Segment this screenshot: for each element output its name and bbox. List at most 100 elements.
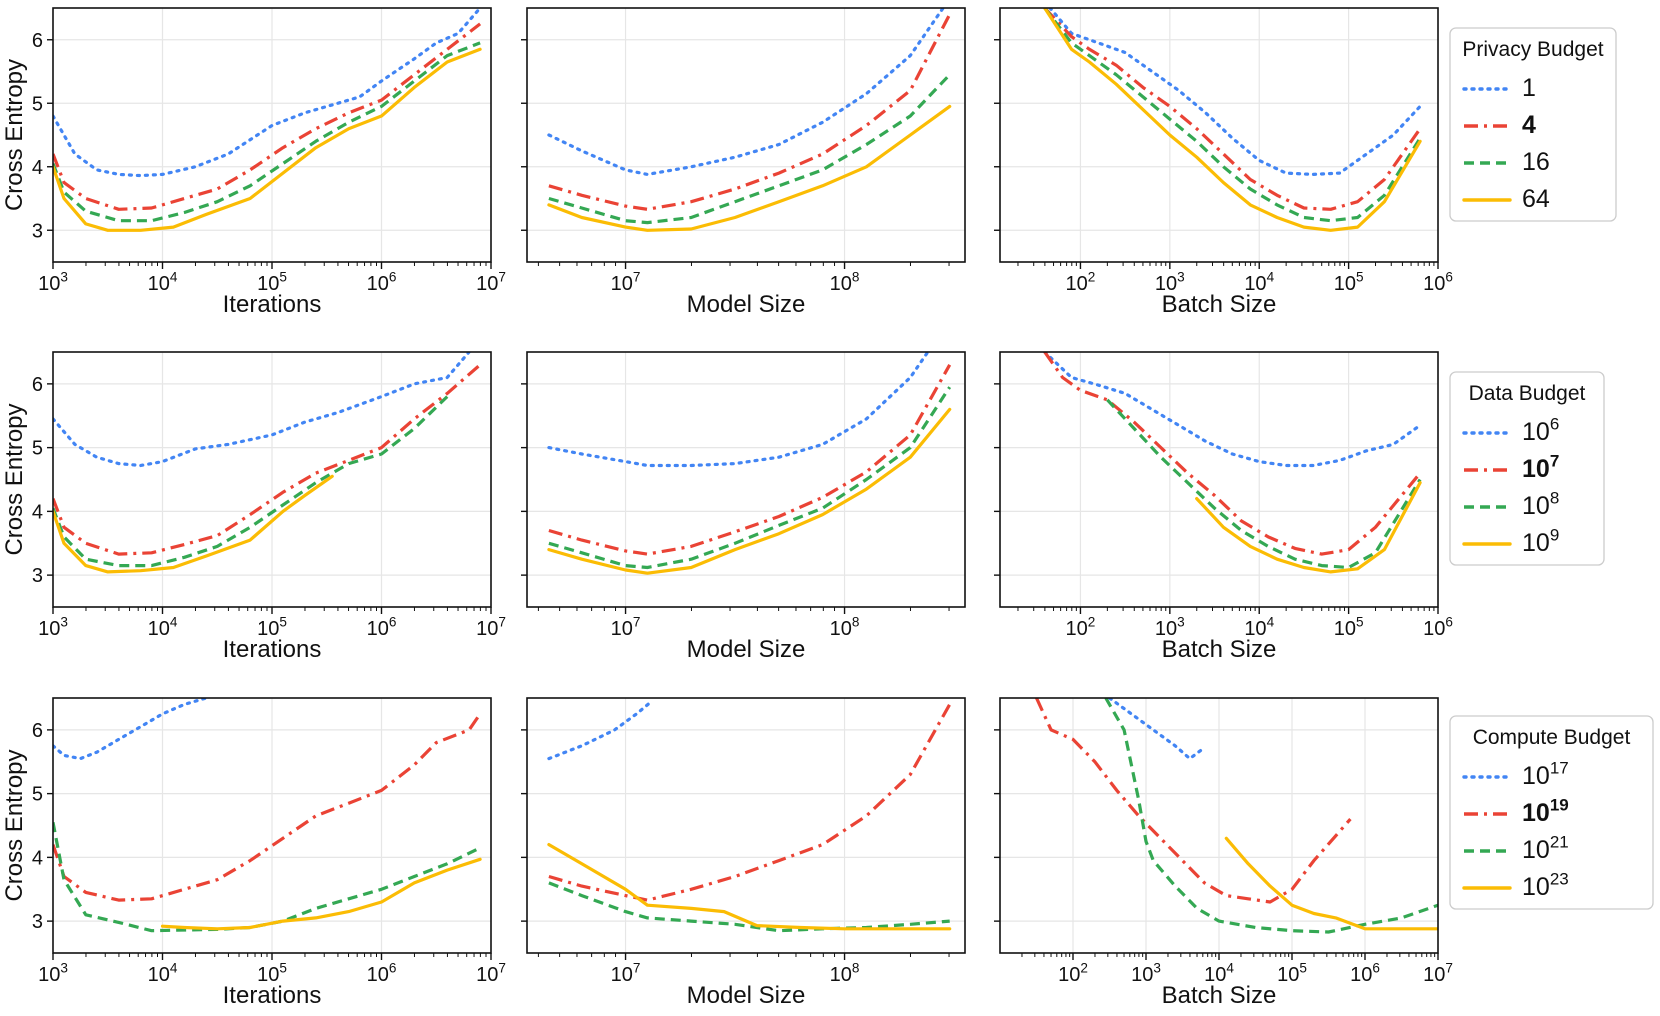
series-line-3 — [547, 842, 952, 931]
x-tick-label: 107 — [611, 615, 641, 640]
y-axis-label: Cross Entropy — [1, 749, 28, 901]
y-tick-label: 4 — [32, 501, 43, 523]
x-axis-label: Model Size — [687, 982, 806, 1009]
series-line-2 — [548, 881, 950, 933]
subplot-r2-c0: 103 104 105 106 107 3 4 5 6 Iterations Cross Entro… — [1, 697, 506, 1009]
x-tick-label: 105 — [1277, 961, 1307, 986]
x-tick-label: 106 — [1423, 270, 1453, 295]
series-line-3 — [547, 104, 952, 232]
legend-entry-label: 107 — [1522, 452, 1559, 484]
subplot-r0-c0: 103 104 105 106 107 3 4 5 6 Iterations Cross Entro… — [1, 7, 506, 318]
series-line-1 — [1035, 698, 1352, 904]
y-tick-label: 4 — [32, 157, 43, 179]
x-tick-label: 103 — [38, 615, 68, 640]
x-tick-label: 105 — [1334, 615, 1364, 640]
x-tick-label: 102 — [1066, 270, 1096, 295]
x-axis-label: Iterations — [223, 982, 322, 1009]
x-axis-label: Batch Size — [1162, 982, 1277, 1009]
x-tick-label: 104 — [1244, 270, 1274, 295]
legend-entry-label: 1023 — [1522, 870, 1569, 902]
series-line-0 — [53, 8, 482, 178]
x-tick-label: 105 — [257, 615, 287, 640]
series-line-0 — [53, 352, 471, 468]
series-line-1 — [548, 13, 952, 211]
legend-entry-label: 106 — [1522, 415, 1559, 447]
x-tick-label: 107 — [611, 270, 641, 295]
x-tick-label: 105 — [257, 961, 287, 986]
y-tick-label: 4 — [32, 847, 43, 869]
legend-privacy-budget: Privacy Budget 1 4 16 64 — [1449, 27, 1617, 222]
y-tick-label: 6 — [32, 374, 43, 396]
legend-entry-label: 1 — [1522, 74, 1536, 102]
subplot-r1-c2: 102 103 104 105 106 Batch Size — [994, 351, 1453, 663]
series-line-0 — [547, 8, 945, 176]
axes-frame — [999, 7, 1439, 263]
x-tick-label: 107 — [611, 961, 641, 986]
series-line-2 — [53, 821, 481, 933]
x-axis-label: Batch Size — [1162, 291, 1277, 318]
subplot-r2-c2: 102 103 104 105 106 107 Batch Size — [994, 697, 1453, 1009]
legend-entry-label: 108 — [1522, 489, 1559, 521]
x-tick-label: 104 — [1204, 961, 1234, 986]
y-tick-label: 5 — [32, 784, 43, 806]
x-tick-label: 103 — [1155, 270, 1185, 295]
x-tick-label: 104 — [148, 270, 178, 295]
legend-title: Privacy Budget — [1462, 38, 1603, 61]
series-line-1 — [53, 22, 482, 211]
series-line-3 — [1043, 8, 1422, 232]
legend-box — [1449, 715, 1654, 910]
x-tick-label: 105 — [257, 270, 287, 295]
x-tick-label: 107 — [476, 270, 506, 295]
y-axis-label: Cross Entropy — [1, 59, 28, 211]
legend-entry-label: 1017 — [1522, 759, 1569, 791]
legend-box — [1449, 27, 1617, 222]
y-tick-label: 3 — [32, 911, 43, 933]
y-tick-label: 3 — [32, 565, 43, 587]
subplot-r1-c1: 107 108 Model Size — [521, 351, 966, 663]
x-tick-label: 103 — [1131, 961, 1161, 986]
subplot-r0-c2: 102 103 104 105 106 Batch Size — [994, 7, 1453, 318]
x-tick-label: 104 — [148, 961, 178, 986]
axes-frame — [526, 7, 966, 263]
subplot-r1-c0: 103 104 105 106 107 3 4 5 6 Iterations Cross Entro… — [1, 351, 506, 663]
x-axis-label: Iterations — [223, 291, 322, 318]
x-tick-label: 103 — [1155, 615, 1185, 640]
series-line-0 — [1047, 8, 1422, 176]
series-line-3 — [1224, 836, 1438, 931]
axes-frame — [999, 351, 1439, 608]
x-axis-label: Model Size — [687, 636, 806, 663]
x-axis-label: Iterations — [223, 636, 322, 663]
series-line-0 — [547, 352, 930, 468]
x-tick-label: 106 — [367, 615, 397, 640]
y-axis-label: Cross Entropy — [1, 403, 28, 555]
x-tick-label: 107 — [476, 615, 506, 640]
legend-entry-label: 64 — [1522, 185, 1550, 213]
series-line-2 — [1106, 398, 1422, 570]
series-line-2 — [53, 41, 481, 223]
y-tick-label: 5 — [32, 93, 43, 115]
series-line-2 — [53, 395, 449, 568]
legend-entry-label: 1021 — [1522, 833, 1569, 865]
x-tick-label: 102 — [1066, 615, 1096, 640]
series-line-2 — [548, 73, 951, 225]
y-tick-label: 6 — [32, 30, 43, 52]
series-line-1 — [548, 364, 952, 556]
series-line-3 — [53, 47, 482, 232]
y-tick-label: 3 — [32, 220, 43, 242]
x-tick-label: 106 — [367, 961, 397, 986]
x-tick-label: 107 — [1423, 961, 1453, 986]
series-line-0 — [1107, 698, 1207, 761]
y-tick-label: 5 — [32, 438, 43, 460]
series-line-3 — [547, 407, 952, 575]
series-line-2 — [548, 386, 952, 570]
x-tick-label: 104 — [1244, 615, 1274, 640]
x-tick-label: 106 — [1423, 615, 1453, 640]
axes-frame — [526, 697, 966, 954]
legend-title: Compute Budget — [1473, 726, 1631, 749]
series-line-0 — [53, 698, 208, 761]
legend-entry-label: 1019 — [1522, 796, 1569, 828]
x-tick-label: 105 — [1334, 270, 1364, 295]
subplot-r2-c1: 107 108 Model Size — [521, 697, 966, 1009]
legend-data-budget: Data Budget 106 107 108 109 — [1449, 371, 1605, 566]
legend-title: Data Budget — [1469, 382, 1586, 405]
